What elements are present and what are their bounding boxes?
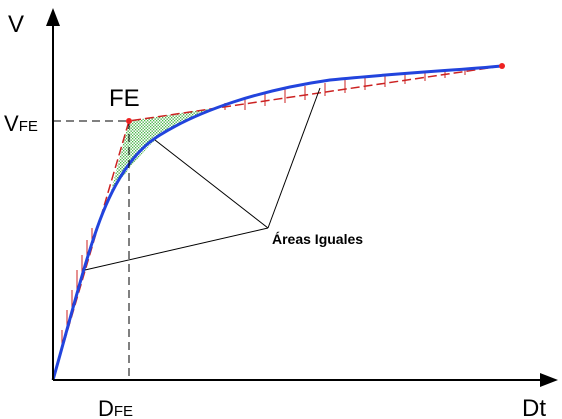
leader-lines [84, 87, 321, 271]
capacity-curve [51, 64, 503, 381]
x-axis-label: Dt [522, 395, 546, 419]
dfe-label: DFE [98, 396, 133, 419]
axes [52, 22, 545, 381]
x-axis-arrow [540, 373, 558, 387]
bilinear-curve [52, 65, 503, 381]
fe-label: FE [109, 85, 140, 112]
vfe-label: VFE [4, 111, 38, 136]
equal-areas-label: Áreas Iguales [272, 231, 363, 247]
y-axis-label: V [8, 11, 24, 38]
y-axis-arrow [46, 8, 60, 26]
end-point [499, 63, 505, 69]
fe-point [126, 118, 132, 124]
equal-area-upper [110, 108, 214, 195]
